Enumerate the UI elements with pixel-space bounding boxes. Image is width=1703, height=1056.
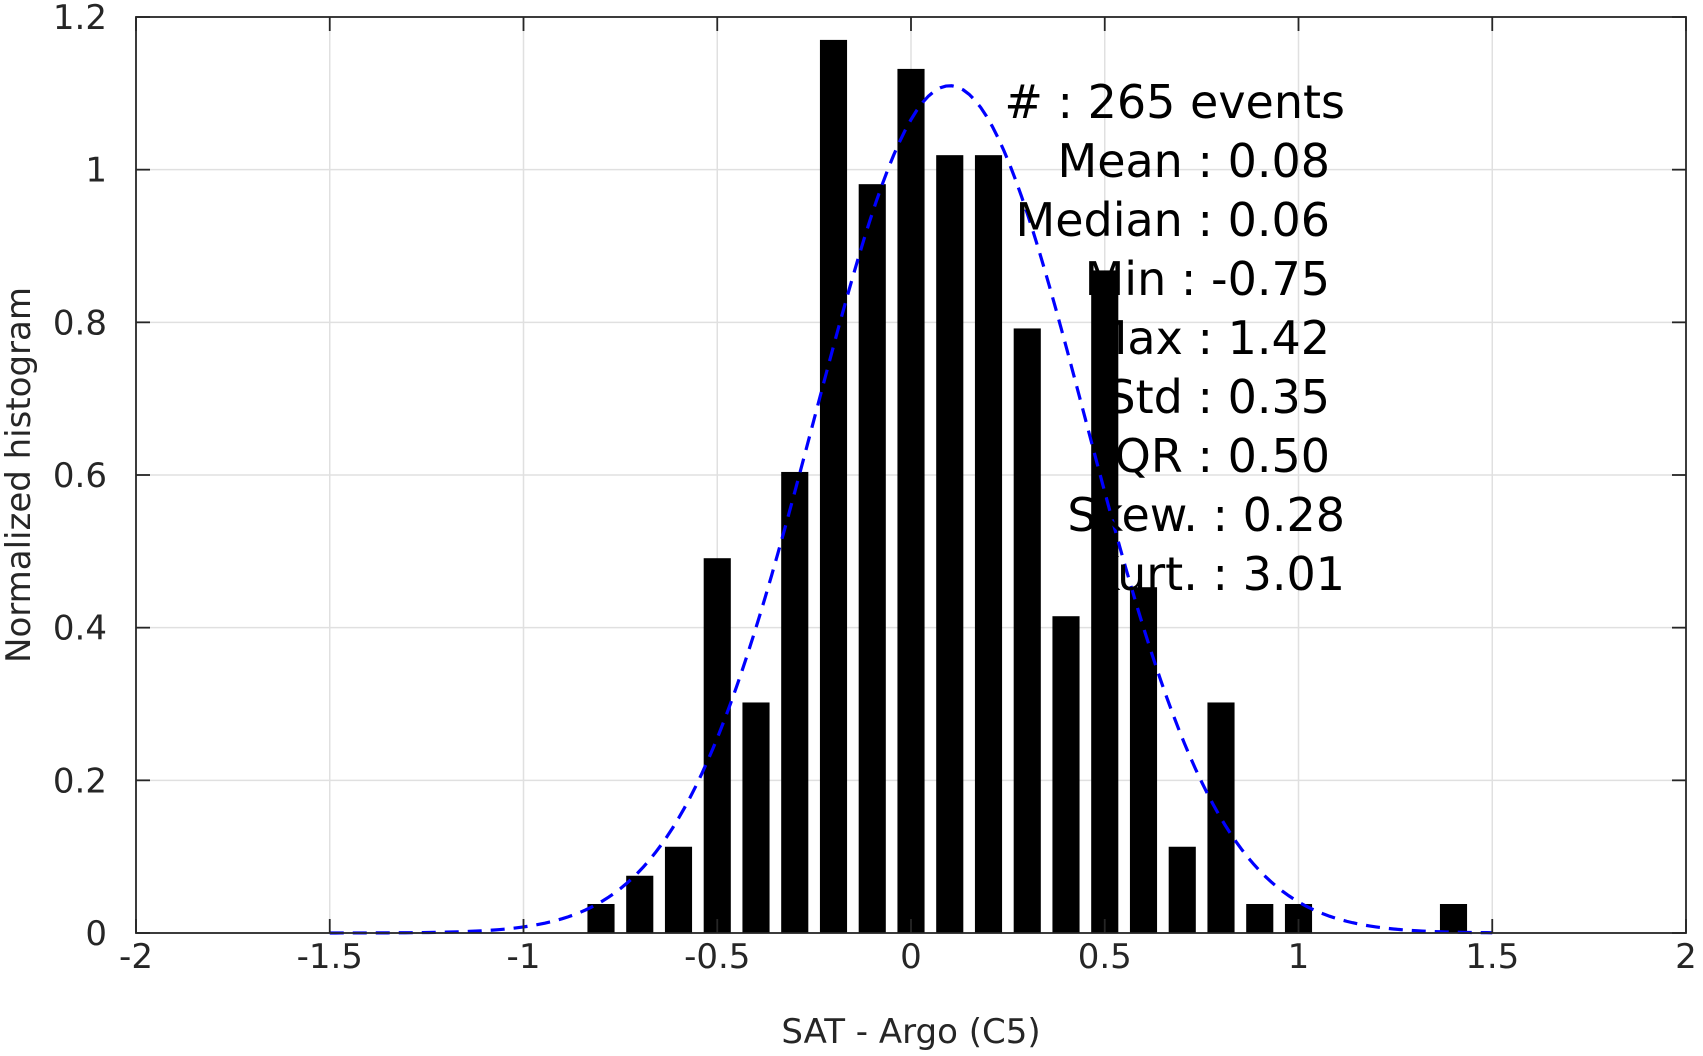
histogram-bar bbox=[1129, 587, 1158, 933]
histogram-bar bbox=[1207, 702, 1235, 933]
y-axis-title: Normalized histogram bbox=[0, 287, 39, 663]
histogram-bar bbox=[664, 846, 693, 933]
histogram-bar bbox=[587, 903, 615, 933]
stat-line: Median : 0.06 bbox=[1016, 193, 1330, 247]
x-tick-label: 2 bbox=[1675, 937, 1697, 977]
stat-line: Skew. : 0.28 bbox=[1067, 488, 1345, 542]
histogram-bar bbox=[1246, 903, 1274, 933]
stat-line: Max : 1.42 bbox=[1088, 311, 1330, 365]
histogram-bar bbox=[781, 471, 809, 933]
y-tick-label: 0.4 bbox=[53, 609, 107, 649]
stat-line: IQR : 0.50 bbox=[1101, 429, 1330, 483]
x-tick-label: -1 bbox=[507, 937, 541, 977]
x-tick-label: 0 bbox=[900, 937, 922, 977]
x-axis-title: SAT - Argo (C5) bbox=[781, 1012, 1040, 1052]
stat-line: # : 265 events bbox=[1004, 75, 1345, 129]
y-tick-label: 0.8 bbox=[53, 303, 107, 343]
stat-line: Kurt. : 3.01 bbox=[1089, 547, 1345, 601]
x-tick-label: 1.5 bbox=[1465, 937, 1519, 977]
y-tick-label: 0.2 bbox=[53, 761, 107, 801]
histogram-bar bbox=[819, 39, 848, 933]
histogram-bar bbox=[1091, 270, 1119, 934]
x-tick-label: -2 bbox=[119, 937, 153, 977]
stat-line: Std : 0.35 bbox=[1106, 370, 1330, 424]
histogram-bar bbox=[936, 155, 964, 933]
histogram-bars bbox=[587, 39, 1468, 934]
y-tick-label: 1 bbox=[85, 151, 107, 191]
x-tick-label: 1 bbox=[1288, 937, 1310, 977]
y-tick-label: 1.2 bbox=[53, 0, 107, 38]
x-tick-label: -0.5 bbox=[684, 937, 750, 977]
histogram-bar bbox=[742, 702, 770, 933]
histogram-bar bbox=[858, 184, 886, 934]
x-tick-labels: -2 -1.5 -1 -0.5 0 0.5 1 1.5 2 bbox=[119, 937, 1697, 977]
histogram-bar bbox=[1013, 328, 1041, 933]
histogram-bar bbox=[1168, 846, 1196, 933]
histogram-bar bbox=[1052, 616, 1080, 933]
histogram-bar bbox=[974, 155, 1003, 933]
y-tick-label: 0.6 bbox=[53, 456, 107, 496]
stat-line: Min : -0.75 bbox=[1085, 252, 1330, 306]
histogram-bar bbox=[703, 558, 731, 933]
stat-line: Mean : 0.08 bbox=[1058, 134, 1331, 188]
axis-ticks bbox=[135, 16, 1687, 934]
histogram-bar bbox=[897, 68, 925, 933]
y-tick-label: 0 bbox=[85, 914, 107, 954]
histogram-bar bbox=[626, 875, 654, 933]
x-tick-label: -1.5 bbox=[297, 937, 363, 977]
y-tick-labels: 0 0.2 0.4 0.6 0.8 1 1.2 bbox=[53, 0, 107, 954]
histogram-bar bbox=[1439, 903, 1468, 933]
x-tick-label: 0.5 bbox=[1078, 937, 1132, 977]
